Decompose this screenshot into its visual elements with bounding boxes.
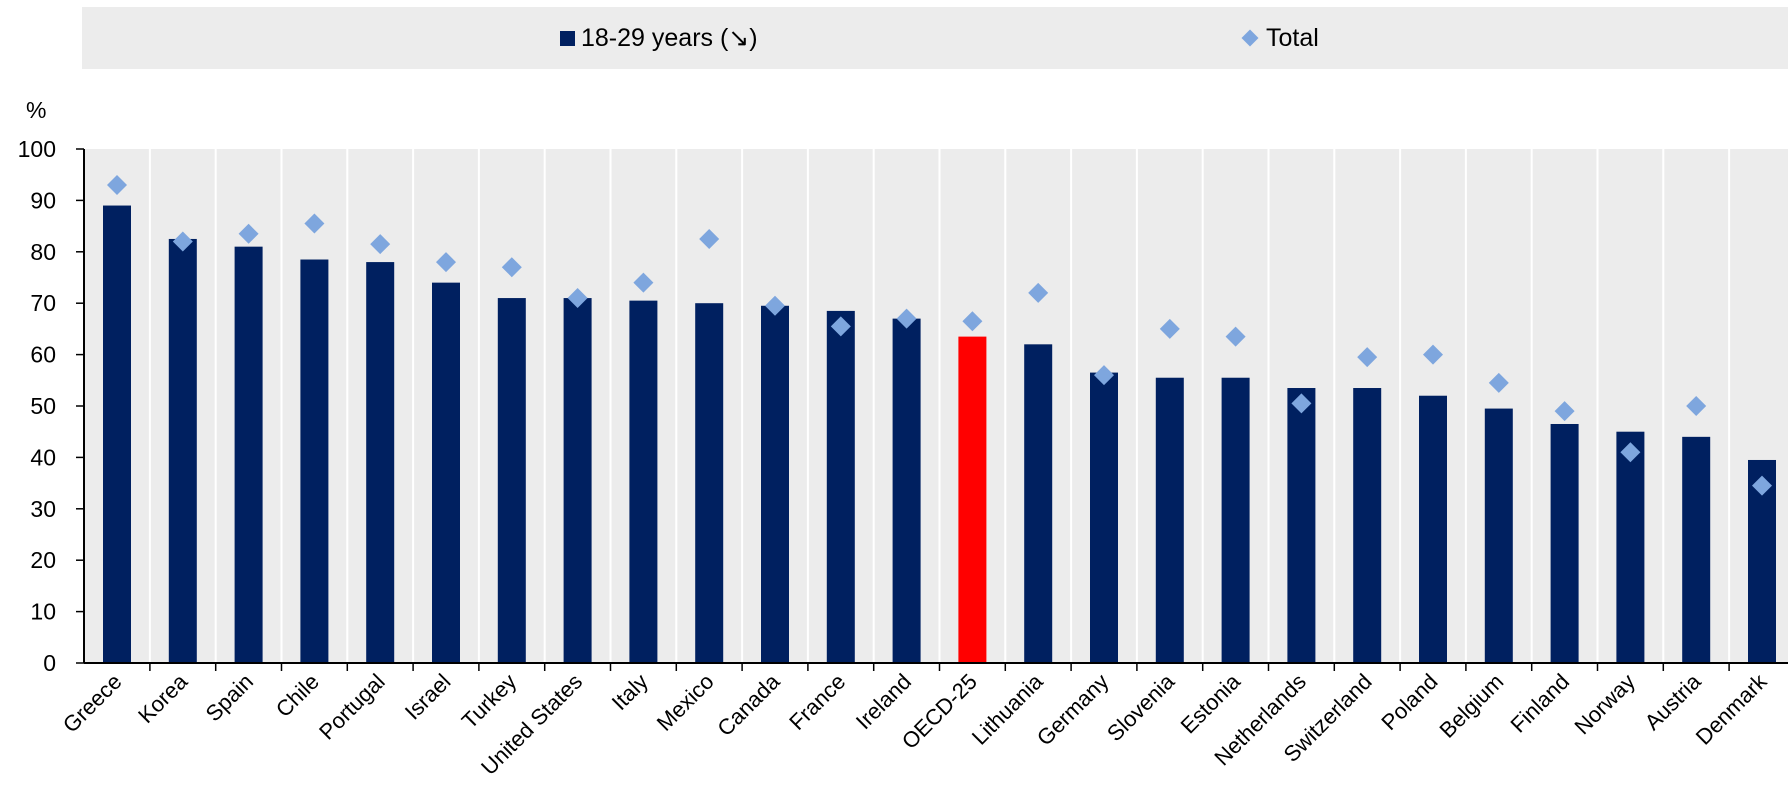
total-marker [830, 316, 851, 337]
bar [892, 318, 921, 663]
x-tick-label: Israel [400, 669, 456, 725]
x-tick-label: Finland [1505, 669, 1574, 738]
total-marker [1752, 475, 1772, 496]
total-marker [1094, 365, 1114, 386]
total-marker [1225, 326, 1246, 347]
total-marker [172, 231, 193, 252]
y-tick-label: 100 [18, 136, 56, 162]
bar [826, 310, 855, 663]
y-tick-label: 50 [30, 393, 56, 419]
x-tick-label: Slovenia [1102, 668, 1180, 746]
total-marker [699, 228, 720, 249]
bar [563, 298, 592, 663]
x-tick-label: Greece [58, 669, 127, 738]
legend: 18-29 years (↘) Total [82, 7, 1788, 69]
bar [1682, 436, 1711, 663]
bar [168, 238, 197, 663]
x-tick-label: Spain [201, 669, 258, 726]
y-tick-label: 90 [30, 187, 56, 213]
total-marker [765, 295, 785, 316]
total-marker [501, 257, 522, 278]
x-tick-label: Korea [133, 668, 193, 728]
x-tick-label: Canada [712, 668, 785, 741]
y-tick-label: 20 [30, 547, 56, 573]
bar [1353, 388, 1382, 663]
total-marker [107, 174, 127, 195]
y-tick-label: 60 [30, 342, 56, 368]
bar [761, 305, 789, 663]
x-tick-label: Germany [1032, 669, 1114, 751]
bar [1221, 377, 1250, 663]
x-tick-label: Poland [1376, 669, 1442, 735]
legend-bar-swatch-icon [560, 30, 575, 46]
y-tick-label: 70 [30, 290, 56, 316]
x-tick-label: Chile [271, 669, 324, 722]
bar [300, 259, 329, 663]
legend-item-total: Total [1240, 7, 1319, 69]
total-marker [1620, 442, 1641, 463]
total-marker [1686, 396, 1707, 416]
total-marker [1291, 393, 1312, 414]
total-marker [1488, 372, 1509, 393]
total-marker [633, 272, 654, 293]
bar [1155, 377, 1184, 663]
bar [1090, 372, 1118, 663]
x-tick-label: Norway [1570, 669, 1640, 739]
total-marker [1554, 401, 1575, 422]
total-marker [896, 308, 917, 329]
x-tick-label: Italy [607, 669, 653, 715]
x-tick-label: Belgium [1434, 669, 1508, 743]
legend-label-18-29-years: 18-29 years (↘) [581, 24, 758, 52]
bar [1550, 423, 1579, 663]
total-marker [304, 213, 325, 234]
y-tick-label: 40 [30, 444, 56, 470]
x-tick-label: Portugal [314, 669, 390, 745]
bar [1024, 344, 1053, 663]
bar [1419, 395, 1447, 663]
total-marker [238, 223, 259, 244]
bar [497, 298, 526, 663]
y-tick-label: 10 [30, 599, 56, 625]
total-marker [567, 288, 588, 309]
total-marker [370, 234, 391, 255]
total-marker [1159, 318, 1180, 339]
y-axis-unit-label: % [26, 97, 47, 123]
bar [432, 282, 460, 663]
x-tick-label: Austria [1640, 668, 1707, 735]
bar [1484, 408, 1513, 663]
legend-label-total: Total [1266, 23, 1319, 52]
bar [629, 300, 658, 663]
bar [234, 246, 263, 663]
bar [958, 336, 987, 663]
x-tick-label: France [784, 669, 850, 735]
bar [103, 205, 131, 664]
total-marker [1357, 347, 1378, 368]
x-tick-label: Turkey [457, 669, 522, 734]
total-marker [436, 252, 456, 273]
x-tick-label: Denmark [1691, 668, 1772, 749]
y-tick-label: 80 [30, 239, 56, 265]
total-marker [1423, 344, 1443, 365]
bar [366, 262, 395, 663]
y-tick-label: 0 [43, 650, 56, 676]
bar [1287, 388, 1316, 663]
y-tick-label: 30 [30, 496, 56, 522]
x-tick-label: Ireland [851, 669, 916, 734]
x-tick-label: Mexico [652, 669, 719, 736]
bar [1616, 431, 1645, 663]
bar [695, 303, 724, 663]
total-marker [962, 311, 983, 332]
legend-item-18-29-years: 18-29 years (↘) [560, 7, 758, 69]
total-marker [1028, 282, 1049, 303]
